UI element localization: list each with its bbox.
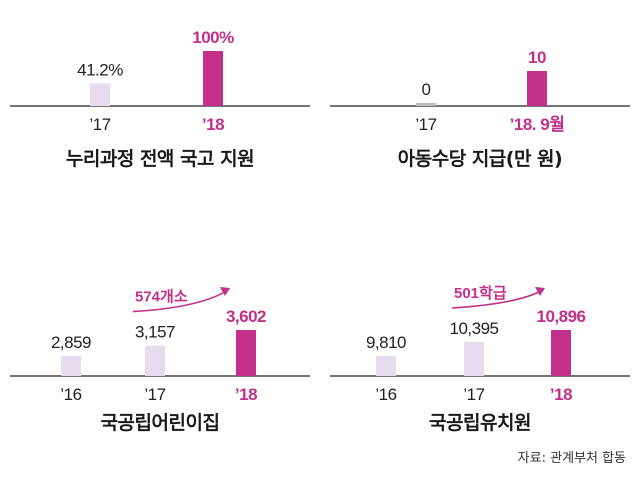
category-label: ’18 xyxy=(202,115,224,134)
growth-arrow xyxy=(132,289,229,313)
bar xyxy=(145,345,165,376)
chart-child-allowance: 0 ’17 10 ’18. 9월 아동수당 지급(만 원) xyxy=(330,0,630,185)
category-label: ’16 xyxy=(375,385,396,404)
category-label: ’17 xyxy=(415,115,436,134)
data-label: 9,810 xyxy=(366,333,406,352)
bar xyxy=(61,356,81,376)
bar xyxy=(416,103,436,106)
chart-title: 누리과정 전액 국고 지원 xyxy=(65,148,255,170)
data-label: 41.2% xyxy=(77,60,123,79)
chart-kindergarten-svg: 9,810 ’16 10,395 ’17 10,896 ’18 501학급 xyxy=(330,285,630,404)
growth-annotation: 501학급 xyxy=(454,285,507,302)
data-label: 10,896 xyxy=(537,307,586,326)
chart-kindergarten: 9,810 ’16 10,395 ’17 10,896 ’18 501학급 국공립유치원 xyxy=(330,270,630,445)
source-note: 자료: 관계부처 합동 xyxy=(517,451,626,466)
data-label: 3,602 xyxy=(226,307,266,326)
growth-arrowhead xyxy=(535,287,545,296)
bar xyxy=(203,51,223,106)
data-label: 10 xyxy=(528,48,546,67)
bar xyxy=(236,330,256,376)
category-label: ’18 xyxy=(235,385,257,404)
chart-title: 아동수당 지급(만 원) xyxy=(397,148,563,170)
growth-arrowhead xyxy=(220,287,230,296)
bar xyxy=(376,356,396,376)
data-label: 2,859 xyxy=(51,333,91,352)
category-label: ’17 xyxy=(144,385,165,404)
category-label: ’18. 9월 xyxy=(510,115,565,134)
bar xyxy=(90,83,110,106)
bar xyxy=(464,341,484,376)
growth-arrow xyxy=(451,289,544,309)
chart-title: 국공립어린이집 xyxy=(100,412,220,434)
chart-title: 국공립유치원 xyxy=(429,412,531,434)
data-label: 3,157 xyxy=(135,323,175,342)
chart-daycare: 2,859 ’16 3,157 ’17 3,602 ’18 574개소 국공립어린이집 xyxy=(10,270,310,445)
data-label: 0 xyxy=(422,80,431,99)
category-label: ’18 xyxy=(550,385,572,404)
bar xyxy=(551,330,571,376)
chart-daycare-svg: 2,859 ’16 3,157 ’17 3,602 ’18 574개소 xyxy=(10,287,310,404)
data-label: 10,395 xyxy=(450,319,499,338)
chart-nuri-svg: 41.2% ’17 100% ’18 xyxy=(10,28,310,134)
growth-annotation: 574개소 xyxy=(135,288,188,306)
data-label: 100% xyxy=(192,28,234,47)
bar xyxy=(527,71,547,106)
chart-child-allowance-svg: 0 ’17 10 ’18. 9월 xyxy=(330,48,630,134)
category-label: ’17 xyxy=(463,385,484,404)
category-label: ’16 xyxy=(60,385,81,404)
category-label: ’17 xyxy=(89,115,110,134)
chart-nuri: 41.2% ’17 100% ’18 누리과정 전액 국고 지원 xyxy=(10,0,310,185)
